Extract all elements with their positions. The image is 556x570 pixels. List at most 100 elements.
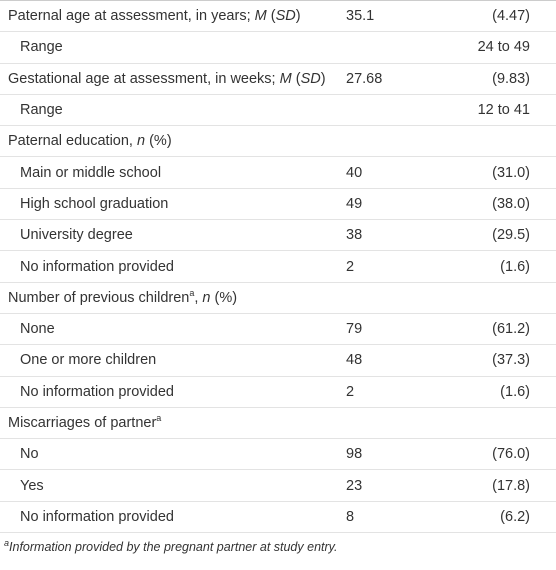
text: Paternal education,: [8, 133, 137, 150]
stat-cell: (38.0): [476, 188, 556, 221]
row-label: None: [0, 313, 346, 346]
stat-cell: (1.6): [476, 376, 556, 408]
text: (: [291, 70, 301, 87]
text: None: [20, 321, 55, 338]
row-label: One or more children: [0, 344, 346, 377]
count-cell: 27.68: [346, 63, 476, 95]
italic-text: M: [279, 70, 292, 87]
stat-cell: (4.47): [476, 0, 556, 33]
table-row: No information provided 2 (1.6): [0, 250, 556, 283]
table-row: No information provided 2 (1.6): [0, 376, 556, 408]
text: University degree: [20, 227, 133, 244]
table-row: No 98 (76.0): [0, 438, 556, 471]
count-cell: [346, 125, 476, 158]
table-row: Range 24 to 49: [0, 31, 556, 64]
row-label: Range: [0, 31, 346, 64]
stat-cell: (37.3): [476, 344, 556, 377]
count-cell: 8: [346, 501, 476, 534]
stat-cell: [476, 407, 556, 440]
table-row: One or more children 48 (37.3): [0, 344, 556, 377]
text: No information provided: [20, 258, 174, 275]
superscript: a: [4, 537, 10, 548]
count-cell: 38: [346, 219, 476, 252]
table-row: Number of previous childrena, n (%): [0, 282, 556, 314]
text: (: [266, 8, 276, 25]
stat-cell: (1.6): [476, 250, 556, 283]
demographics-table: Paternal age at assessment, in years; M …: [0, 0, 556, 534]
count-cell: 79: [346, 313, 476, 346]
text: Range: [20, 102, 63, 119]
text: Miscarriages of partner: [8, 415, 157, 431]
stat-cell: [476, 125, 556, 158]
table-row: Miscarriages of partnera: [0, 407, 556, 440]
text: ,: [194, 289, 203, 306]
text: Information provided by the pregnant par…: [9, 540, 338, 554]
row-label: No: [0, 438, 346, 471]
text: High school graduation: [20, 195, 169, 212]
row-label: Yes: [0, 469, 346, 502]
table-row: University degree 38 (29.5): [0, 219, 556, 252]
row-label: Main or middle school: [0, 156, 346, 189]
row-label: No information provided: [0, 250, 346, 283]
count-cell: 40: [346, 156, 476, 189]
text: No information provided: [20, 383, 174, 400]
text: Number of previous children: [8, 289, 190, 306]
count-cell: [346, 94, 476, 127]
italic-text: n: [136, 133, 146, 150]
row-label: Paternal age at assessment, in years; M …: [0, 0, 346, 33]
text: ): [295, 8, 301, 25]
superscript: a: [156, 413, 162, 424]
table-row: High school graduation 49 (38.0): [0, 188, 556, 221]
stat-cell: (17.8): [476, 469, 556, 502]
table-row: No information provided 8 (6.2): [0, 501, 556, 534]
row-label: Paternal education, n (%): [0, 125, 346, 158]
count-cell: [346, 407, 476, 440]
table-row: None 79 (61.2): [0, 313, 556, 346]
row-label: Range: [0, 94, 346, 127]
count-cell: 98: [346, 438, 476, 471]
text: One or more children: [20, 352, 157, 369]
count-cell: 48: [346, 344, 476, 377]
stat-cell: (9.83): [476, 63, 556, 95]
stat-cell: (31.0): [476, 156, 556, 189]
row-label: Miscarriages of partnera: [0, 407, 346, 440]
text: ): [320, 70, 326, 87]
text: Paternal age at assessment, in years;: [8, 8, 255, 25]
row-label: Gestational age at assessment, in weeks;…: [0, 63, 346, 95]
text: Range: [20, 39, 63, 56]
count-cell: 2: [346, 250, 476, 283]
table-row: Gestational age at assessment, in weeks;…: [0, 63, 556, 95]
text: (%): [210, 289, 238, 306]
footnote: aInformation provided by the pregnant pa…: [4, 537, 338, 554]
row-label: No information provided: [0, 501, 346, 534]
count-cell: 23: [346, 469, 476, 502]
row-label: Number of previous childrena, n (%): [0, 282, 346, 314]
stat-cell: 12 to 41: [476, 94, 556, 127]
text: Main or middle school: [20, 164, 162, 181]
stat-cell: (29.5): [476, 219, 556, 252]
count-cell: [346, 282, 476, 314]
stat-cell: 24 to 49: [476, 31, 556, 64]
text: (%): [145, 133, 172, 150]
stat-cell: (61.2): [476, 313, 556, 346]
text: Gestational age at assessment, in weeks;: [8, 70, 280, 87]
italic-text: M: [254, 8, 267, 25]
superscript: a: [189, 287, 195, 298]
count-cell: 2: [346, 376, 476, 408]
stat-cell: (6.2): [476, 501, 556, 534]
table-row: Range 12 to 41: [0, 94, 556, 127]
italic-text: n: [202, 289, 211, 306]
count-cell: 35.1: [346, 0, 476, 33]
table-row: Paternal education, n (%): [0, 125, 556, 158]
row-label: No information provided: [0, 376, 346, 408]
row-label: High school graduation: [0, 188, 346, 221]
italic-text: SD: [300, 70, 321, 87]
count-cell: 49: [346, 188, 476, 221]
text: No: [20, 446, 39, 463]
stat-cell: (76.0): [476, 438, 556, 471]
table-row: Paternal age at assessment, in years; M …: [0, 0, 556, 33]
table-row: Main or middle school 40 (31.0): [0, 156, 556, 189]
text: Yes: [20, 477, 44, 494]
stat-cell: [476, 282, 556, 314]
